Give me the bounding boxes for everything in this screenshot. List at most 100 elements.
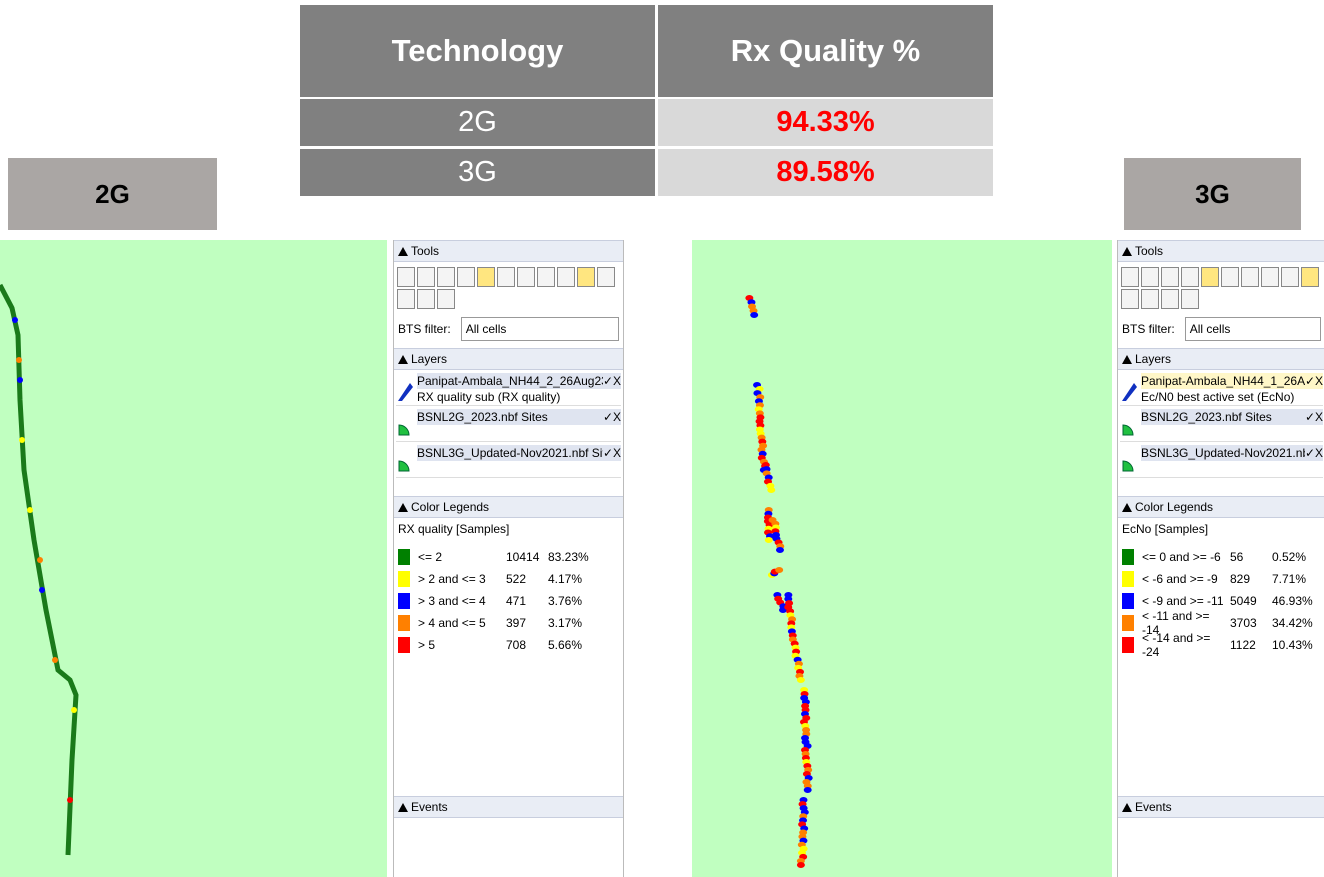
tool-button [1221, 267, 1239, 287]
sample [750, 312, 759, 318]
legend-percent: 3.17% [548, 616, 583, 630]
icon-shape [398, 383, 413, 401]
filter-value: All cells [1189, 322, 1231, 336]
layer-name: BSNL2G_2023.nbf Sites [1141, 410, 1272, 424]
section-title: Color Legends [1135, 500, 1214, 514]
layer-controls: ✓X [1304, 446, 1323, 460]
layer-item: BSNL3G_Updated-Nov2021.nbf Sites ✓X [396, 445, 621, 478]
collapse-icon [398, 246, 408, 256]
legend-row: > 5 708 5.66% [394, 634, 623, 656]
filter-value: All cells [465, 322, 507, 336]
tool-button [497, 267, 515, 287]
legend-count: 10414 [506, 550, 540, 564]
section-header: Layers [1118, 348, 1324, 370]
layer-item: BSNL2G_2023.nbf Sites ✓X [396, 409, 621, 442]
layer-text: Panipat-Ambala_NH44_2_26Aug23 Pa✓XRX qua… [417, 373, 621, 405]
bts-filter: BTS filter: All cells [1118, 314, 1324, 344]
layer-item: BSNL3G_Updated-Nov2021.nbf Sit✓X [1120, 445, 1323, 478]
section-title: Tools [1135, 244, 1164, 258]
legend-label: <= 2 [418, 550, 443, 564]
header-cell: Technology [300, 5, 655, 97]
layer-text: Panipat-Ambala_NH44_1_26Aug23✓XEc/N0 bes… [1141, 373, 1323, 405]
legend-percent: 10.43% [1272, 638, 1313, 652]
tool-button [1181, 289, 1199, 309]
route [0, 283, 79, 856]
filter-select[interactable]: All cells [1184, 317, 1321, 341]
legend-row: < -6 and >= -9 829 7.71% [1118, 568, 1324, 590]
icon-shape [1122, 424, 1134, 436]
collapse-icon [1122, 802, 1132, 812]
tool-button [1261, 267, 1279, 287]
collapse-icon [1122, 502, 1132, 512]
legend-percent: 4.17% [548, 572, 583, 586]
layer-icon [1122, 460, 1134, 472]
layer-text: BSNL2G_2023.nbf Sites ✓X [1141, 409, 1323, 441]
collapse-icon [398, 502, 408, 512]
section-label: 2G [8, 158, 217, 230]
toolbar [1118, 262, 1324, 314]
side-panel: Tools BTS filter: All cells Layers Panipat-A… [1117, 240, 1324, 877]
tool-button [437, 289, 455, 309]
layer-name: BSNL2G_2023.nbf Sites [417, 410, 548, 424]
legend-swatch [1122, 571, 1134, 587]
map-2g [0, 240, 387, 877]
sample [12, 317, 18, 323]
layer-controls: ✓X [602, 410, 621, 424]
toolbar [394, 262, 623, 314]
layer-name: Panipat-Ambala_NH44_2_26Aug23 Pa [417, 374, 603, 388]
legend-swatch [1122, 637, 1134, 653]
filter-select[interactable]: All cells [460, 317, 619, 341]
section-header: Tools [394, 240, 623, 262]
legend-swatch [398, 549, 410, 565]
quality-cell: 89.58% [658, 149, 993, 196]
tool-button [417, 289, 435, 309]
tool-button [1141, 267, 1159, 287]
route-samples [745, 295, 813, 868]
legend-label: > 4 and <= 5 [418, 616, 486, 630]
bts-filter: BTS filter: All cells [394, 314, 623, 344]
tool-button [1121, 289, 1139, 309]
legend-count: 56 [1230, 550, 1244, 564]
map-3g [692, 240, 1112, 877]
filter-label: BTS filter: [1122, 322, 1175, 336]
filter-label: BTS filter: [398, 322, 451, 336]
legend-count: 471 [506, 594, 527, 608]
sample [37, 557, 43, 563]
tool-button [477, 267, 495, 287]
tool-button [557, 267, 575, 287]
legend-percent: 7.71% [1272, 572, 1307, 586]
legend-swatch [1122, 615, 1134, 631]
section-title: Tools [411, 244, 440, 258]
legend-row: < -9 and >= -11 5049 46.93% [1118, 590, 1324, 612]
sample [764, 537, 773, 543]
layer-sub: RX quality sub (RX quality) [417, 390, 561, 404]
tool-button [1141, 289, 1159, 309]
sample [762, 466, 771, 473]
tool-button [1181, 267, 1199, 287]
legend-label: < -11 and >= -14 [1142, 609, 1210, 637]
section-title: Layers [1135, 352, 1172, 366]
layer-item: BSNL2G_2023.nbf Sites ✓X [1120, 409, 1323, 442]
section-title: Events [1135, 800, 1172, 814]
legend-label: > 2 and <= 3 [418, 572, 486, 586]
icon-shape [398, 424, 410, 436]
layer-controls: ✓X [1304, 374, 1323, 388]
legend-swatch [398, 593, 410, 609]
layer-name: BSNL3G_Updated-Nov2021.nbf Sit [1141, 446, 1305, 460]
section-label: 3G [1124, 158, 1301, 230]
legend-swatch [398, 571, 410, 587]
legend-percent: 0.52% [1272, 550, 1307, 564]
sample [775, 547, 784, 553]
collapse-icon [398, 802, 408, 812]
section-title: Color Legends [411, 500, 490, 514]
legend-label: < -9 and >= -11 [1142, 594, 1224, 608]
legend-percent: 46.93% [1272, 594, 1313, 608]
layer-icon [1122, 424, 1134, 436]
side-panel: Tools BTS filter: All cells Layers Panipat-A… [393, 240, 624, 877]
section-header: Events [394, 796, 623, 818]
header-cell: Rx Quality % [658, 5, 993, 97]
tool-button [537, 267, 555, 287]
layer-name: Panipat-Ambala_NH44_1_26Aug23 [1141, 374, 1305, 388]
layer-name-row: Panipat-Ambala_NH44_2_26Aug23 Pa✓X [417, 373, 621, 389]
